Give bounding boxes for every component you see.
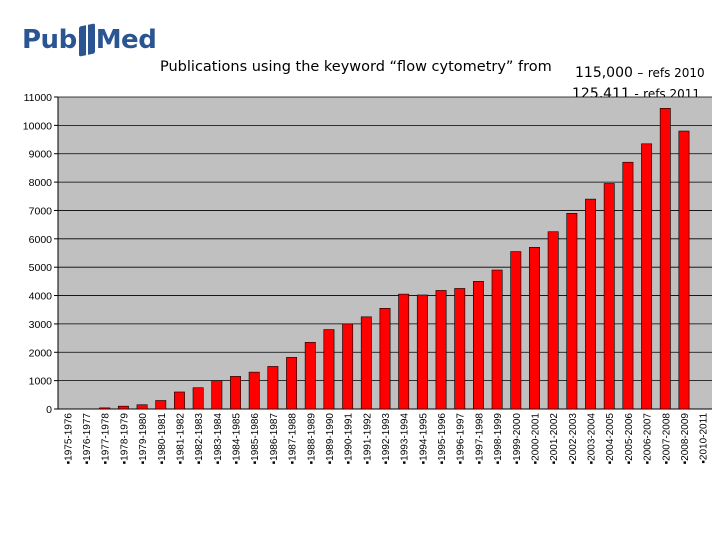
x-tick-label: ▪2002-2003 xyxy=(568,413,579,465)
bar xyxy=(230,376,241,410)
y-tick-label: 6000 xyxy=(29,234,53,246)
bar xyxy=(117,405,129,410)
logo-text-pub: Pub xyxy=(22,25,77,55)
y-tick-label: 3000 xyxy=(29,319,53,331)
bar xyxy=(603,183,615,410)
bar xyxy=(267,366,279,410)
y-tick-label: 7000 xyxy=(29,205,53,217)
x-tick-label: ▪2001-2002 xyxy=(549,413,560,465)
x-tick-label: ▪1976-1977 xyxy=(82,413,93,465)
chart-title: Publications using the keyword “flow cyt… xyxy=(160,59,552,75)
x-tick-label: ▪1995-1996 xyxy=(437,413,448,465)
y-tick-label: 2000 xyxy=(29,347,53,359)
bar xyxy=(435,290,447,410)
x-tick-label: ▪1990-1991 xyxy=(344,413,355,465)
x-tick-label: ▪1994-1995 xyxy=(418,413,429,465)
y-tick-label: 1000 xyxy=(29,376,53,388)
x-tick-label: ▪1979-1980 xyxy=(138,413,149,465)
bar xyxy=(622,161,634,410)
x-tick-label: ▪2005-2006 xyxy=(624,413,635,465)
bar xyxy=(248,371,260,410)
x-tick-label: ▪1987-1988 xyxy=(288,413,299,465)
y-tick-label: 10000 xyxy=(23,120,52,132)
bar xyxy=(174,391,185,410)
x-tick-label: ▪1988-1989 xyxy=(306,413,317,465)
refs-2010-sep: – xyxy=(637,66,644,80)
bar xyxy=(472,281,484,410)
bar xyxy=(323,329,335,410)
x-tick-label: ▪1998-1999 xyxy=(493,413,504,465)
y-tick-label: 8000 xyxy=(29,177,53,189)
bar xyxy=(342,323,354,410)
bar xyxy=(659,108,671,410)
y-tick-label: 9000 xyxy=(29,149,53,161)
bar xyxy=(136,404,148,410)
bar xyxy=(155,400,167,410)
refs-2010: 115,000 – refs 2010 xyxy=(575,65,705,81)
bar xyxy=(398,293,410,410)
bar xyxy=(585,198,596,410)
x-tick-label: ▪1975-1976 xyxy=(63,413,74,465)
x-tick-label: ▪1980-1981 xyxy=(157,413,168,465)
bar xyxy=(641,143,653,410)
y-tick-label: 4000 xyxy=(29,291,53,303)
x-tick-label: ▪1983-1984 xyxy=(213,413,224,465)
bar xyxy=(491,269,503,410)
bar xyxy=(510,251,522,410)
x-tick-label: ▪1992-1993 xyxy=(381,413,392,465)
bar xyxy=(360,316,372,410)
x-tick-label: ▪2004-2005 xyxy=(605,413,616,465)
bar xyxy=(99,407,111,410)
bar xyxy=(379,308,391,410)
x-tick-label: ▪2003-2004 xyxy=(587,413,598,465)
bar xyxy=(529,247,540,410)
x-tick-label: ▪1997-1998 xyxy=(474,413,485,465)
x-tick-label: ▪2010-2011 xyxy=(699,413,710,464)
x-tick-label: ▪2000-2001 xyxy=(530,413,541,465)
logo-text-med: Med xyxy=(95,25,157,55)
bar xyxy=(304,342,316,410)
bar xyxy=(192,387,204,410)
x-tick-label: ▪1977-1978 xyxy=(101,413,112,465)
x-tick-label: ▪1982-1983 xyxy=(194,413,205,465)
y-tick-label: 0 xyxy=(46,404,52,416)
x-tick-label: ▪1996-1997 xyxy=(456,413,467,465)
refs-2011-sep: - xyxy=(634,87,639,101)
x-tick-label: ▪1993-1994 xyxy=(400,413,411,465)
x-tick-label: ▪1999-2000 xyxy=(512,413,523,465)
x-tick-label: ▪1981-1982 xyxy=(175,413,186,465)
x-tick-label: ▪1985-1986 xyxy=(250,413,261,465)
x-tick-label: ▪1989-1990 xyxy=(325,413,336,465)
refs-2010-count: 115,000 xyxy=(575,65,633,81)
x-tick-label: ▪1978-1979 xyxy=(119,413,130,465)
refs-2010-label: refs 2010 xyxy=(647,66,705,80)
bar xyxy=(678,130,690,410)
x-tick-label: ▪1984-1985 xyxy=(232,413,243,465)
bar xyxy=(211,380,223,410)
bar xyxy=(547,231,559,410)
x-tick-label: ▪2007-2008 xyxy=(661,413,672,465)
x-tick-label: ▪2006-2007 xyxy=(643,413,654,465)
x-tick-label: ▪1991-1992 xyxy=(362,413,373,465)
y-tick-label: 11000 xyxy=(24,92,53,104)
pubmed-logo: Pub Med xyxy=(22,22,157,58)
bar xyxy=(454,288,466,410)
x-tick-label: ▪1986-1987 xyxy=(269,413,280,465)
bar xyxy=(286,357,298,410)
x-tick-label: ▪2008-2009 xyxy=(680,413,691,465)
bar xyxy=(416,294,428,410)
bar xyxy=(566,212,578,410)
y-tick-label: 5000 xyxy=(29,262,53,274)
